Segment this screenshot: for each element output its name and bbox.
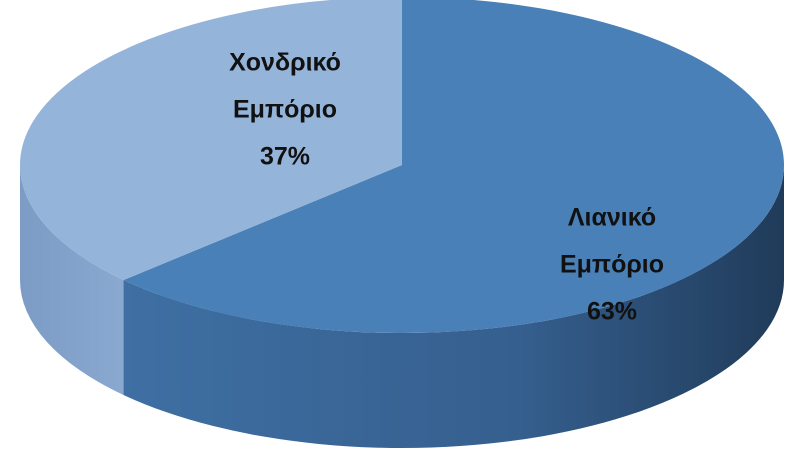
slice — [123, 0, 784, 333]
value-label: 37% — [259, 142, 311, 171]
slice — [20, 0, 402, 281]
data-label: Χονδρικό Εμπόριο 37% — [200, 40, 370, 181]
category-label: Χονδρικό Εμπόριο — [229, 48, 341, 124]
category-label: Λιανικό Εμπόριο — [559, 203, 665, 279]
value-label: 63% — [586, 297, 638, 326]
data-label: Λιανικό Εμπόριο 63% — [527, 195, 697, 336]
slice-side — [19, 165, 124, 396]
slice-side — [123, 165, 784, 448]
